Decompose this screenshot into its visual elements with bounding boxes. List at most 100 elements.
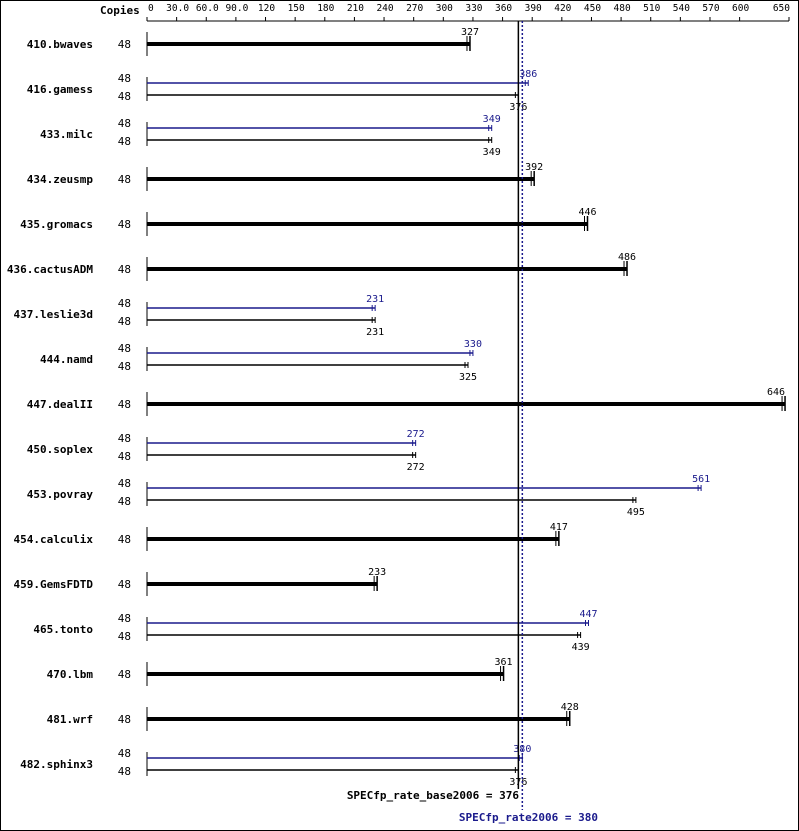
peak-value-label: 386 [519,69,537,80]
benchmark-name: 459.GemsFDTD [14,578,94,591]
base-copies: 48 [118,630,131,643]
base-value-label: 349 [483,147,501,158]
peak-value-label: 330 [464,339,482,350]
base-copies: 48 [118,578,131,591]
benchmark-row: 436.cactusADM 48 486 [7,252,636,281]
benchmark-row: 444.namd 48 48 330 325 [40,339,482,383]
benchmark-name: 454.calculix [14,533,94,546]
benchmark-name: 435.gromacs [20,218,93,231]
benchmark-name: 437.leslie3d [14,308,93,321]
base-value-label: 486 [618,252,636,263]
benchmark-row: 410.bwaves 48 327 [27,27,479,56]
base-value-label: 327 [461,27,479,38]
base-copies: 48 [118,173,131,186]
base-value-label: 446 [578,207,596,218]
peak-value-label: 231 [366,294,384,305]
benchmark-row: 459.GemsFDTD 48 233 [14,567,386,596]
benchmark-row: 470.lbm 48 361 [47,657,513,686]
benchmark-name: 450.soplex [27,443,94,456]
x-tick-label: 390 [525,3,542,14]
peak-value-label: 272 [407,429,425,440]
x-tick-label: 480 [614,3,631,14]
base-copies: 48 [118,315,131,328]
base-copies: 48 [118,263,131,276]
peak-copies: 48 [118,297,131,310]
peak-copies: 48 [118,342,131,355]
x-tick-label: 650 [773,3,790,14]
x-tick-label: 240 [376,3,393,14]
x-tick-label: 570 [702,3,719,14]
benchmark-row: 454.calculix 48 417 [14,522,568,551]
peak-copies: 48 [118,477,131,490]
benchmark-name: 433.milc [40,128,93,141]
base-copies: 48 [118,360,131,373]
x-tick-label: 270 [406,3,423,14]
benchmark-row: 434.zeusmp 48 392 [27,162,543,191]
benchmark-row: 481.wrf 48 428 [47,702,579,731]
x-tick-label: 600 [732,3,749,14]
peak-copies: 48 [118,432,131,445]
peak-copies: 48 [118,747,131,760]
x-tick-label: 180 [317,3,334,14]
benchmark-name: 416.gamess [27,83,93,96]
benchmark-row: 433.milc 48 48 349 349 [40,114,501,158]
reference-lines [517,21,524,810]
peak-value-label: 349 [483,114,501,125]
benchmark-row: 447.dealII 48 646 [27,387,786,416]
peak-value-label: 447 [579,609,597,620]
x-tick-label: 210 [347,3,364,14]
base-copies: 48 [118,398,131,411]
benchmark-name: 447.dealII [27,398,93,411]
base-copies: 48 [118,450,131,463]
x-tick-label: 540 [673,3,690,14]
base-copies: 48 [118,668,131,681]
base-copies: 48 [118,495,131,508]
base-copies: 48 [118,135,131,148]
base-value-label: 417 [550,522,568,533]
peak-copies: 48 [118,612,131,625]
copies-header: Copies [100,4,140,17]
benchmark-name: 470.lbm [47,668,94,681]
benchmark-name: 465.tonto [33,623,93,636]
base-copies: 48 [118,38,131,51]
x-tick-label: 120 [258,3,275,14]
x-tick-label: 300 [436,3,453,14]
x-tick-label: 90.0 [225,3,248,14]
base-value-label: 428 [561,702,579,713]
base-copies: 48 [118,533,131,546]
base-value-label: 231 [366,327,384,338]
x-tick-label: 420 [554,3,571,14]
benchmark-row: 437.leslie3d 48 48 231 231 [14,294,385,338]
x-tick-label: 150 [288,3,305,14]
base-copies: 48 [118,218,131,231]
x-tick-label: 30.0 [166,3,189,14]
base-value-label: 646 [767,387,785,398]
base-copies: 48 [118,765,131,778]
x-tick-label: 60.0 [196,3,219,14]
base-summary-label: SPECfp_rate_base2006 = 376 [347,789,520,802]
benchmark-name: 434.zeusmp [27,173,94,186]
benchmark-name: 481.wrf [47,713,93,726]
base-value-label: 495 [627,507,645,518]
x-tick-label: 0 [148,3,154,14]
benchmark-name: 453.povray [27,488,94,501]
peak-copies: 48 [118,117,131,130]
peak-copies: 48 [118,72,131,85]
peak-summary-label: SPECfp_rate2006 = 380 [459,811,598,824]
x-tick-label: 360 [495,3,512,14]
x-tick-label: 330 [465,3,482,14]
benchmark-name: 444.namd [40,353,93,366]
base-value-label: 439 [572,642,590,653]
benchmark-row: 465.tonto 48 48 447 439 [33,609,597,653]
x-axis: 0 30.0 60.0 90.0 120 150 180 210 240 270 300 330 360… [146,3,790,22]
base-value-label: 325 [459,372,477,383]
benchmark-row: 450.soplex 48 48 272 272 [27,429,425,473]
base-value-label: 272 [407,462,425,473]
benchmark-row: 435.gromacs 48 446 [20,207,597,236]
benchmark-name: 436.cactusADM [7,263,93,276]
base-value-label: 233 [368,567,386,578]
base-value-label: 361 [495,657,513,668]
peak-value-label: 561 [692,474,710,485]
